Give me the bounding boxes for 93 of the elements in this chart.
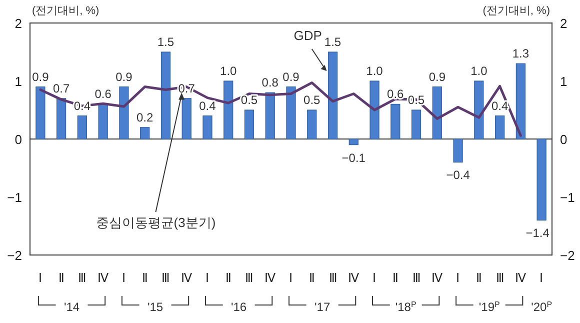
x-tick-label: Ⅳ [98,271,109,285]
y2-axis-title: (전기대비, %) [482,5,550,17]
x-tick-label: Ⅲ [496,271,504,285]
y2-tick-label: 0 [560,132,568,147]
y-tick-label: 1 [14,74,22,89]
bar [411,110,422,140]
x-tick-label: Ⅳ [264,271,276,285]
y2-tick-label: 2 [560,16,568,31]
text: '18$^{P}$ [395,300,416,314]
data-label: 0.7 [52,81,70,96]
bar [390,104,400,140]
data-label: 1.5 [324,35,342,49]
x-tick-label: Ⅳ [432,271,443,285]
bar [182,98,192,140]
data-label: 1.3 [512,46,530,61]
data-label: 0.4 [491,98,508,113]
x-tick-label: Ⅲ [412,271,420,285]
x-tick-label: Ⅳ [515,271,526,285]
y-axis-title: (전기대비, %) [32,5,100,17]
data-label: 1.0 [366,64,384,78]
x-tick-label: Ⅰ [205,271,210,285]
data-label: 0.8 [262,76,279,90]
y-tick-label: 2 [14,16,22,31]
bar [328,52,338,140]
y-tick-label: 0 [14,132,22,147]
bar [265,92,275,140]
x-tick-label: Ⅱ [142,271,148,285]
x-tick-label: Ⅱ [58,271,64,285]
data-label: 0.9 [282,70,300,84]
bar [77,116,87,140]
x-tick-label: Ⅰ [456,271,460,285]
data-label: 1.0 [220,64,238,78]
data-label: 0.9 [116,70,133,84]
data-label: 0.6 [387,87,404,102]
x-tick-label: Ⅲ [245,271,254,285]
text: '15 [147,300,164,314]
bar [140,127,150,140]
y-tick-label: −1 [7,190,22,205]
bar [348,138,358,146]
text: '14 [64,300,80,314]
x-tick-label: Ⅲ [162,271,170,285]
bar [370,80,380,140]
x-tick-label: Ⅰ [122,271,126,285]
x-tick-label: Ⅰ [372,271,377,285]
x-tick-label: Ⅱ [225,271,232,285]
x-tick-label: Ⅰ [289,271,293,285]
data-label: 0.6 [94,87,112,102]
bar [56,98,66,140]
x-tick-label: Ⅱ [392,271,398,285]
data-label: 0.5 [240,93,258,107]
bar [307,110,317,140]
bar [474,80,484,140]
data-label: 1.5 [157,35,174,49]
data-label: −1.4 [526,226,550,240]
bar [98,104,108,140]
bar [36,86,46,140]
bar [453,138,463,162]
x-tick-label: Ⅲ [78,271,86,285]
y2-tick-label: −1 [560,190,575,205]
data-label: 1.0 [470,64,488,78]
bar [536,138,546,220]
bar [160,52,171,140]
bar [516,63,526,140]
x-tick-label: Ⅱ [308,271,315,285]
bar [432,86,442,140]
text: '19$^{P}$ [478,300,500,314]
x-tick-label: Ⅳ [181,271,192,285]
bar [119,86,129,140]
data-label: 0.5 [304,93,321,107]
x-tick-label: Ⅰ [540,271,544,285]
text: '16 [230,300,247,314]
data-label: −0.4 [446,168,470,182]
bar [202,116,212,140]
bar [495,116,505,140]
y2-tick-label: −2 [560,248,575,263]
text: '20$^{P}$ [531,300,552,314]
bar [224,80,234,140]
data-label: 0.4 [199,98,216,113]
x-tick-label: Ⅰ [38,271,42,285]
bar [244,110,254,140]
x-tick-label: Ⅱ [476,271,482,285]
y2-tick-label: 1 [560,74,568,89]
data-label: −0.1 [342,150,366,165]
series-label: GDP [294,28,322,43]
x-tick-label: Ⅳ [348,271,360,285]
x-tick-label: Ⅲ [328,271,337,285]
y-tick-label: −2 [7,248,22,263]
data-label: 0.9 [32,70,50,84]
bar [286,86,296,140]
text: 중심이동평균(3분기) [96,215,216,230]
data-label: 0.2 [136,110,154,124]
data-label: 0.9 [428,70,446,84]
text: '17 [314,300,330,314]
